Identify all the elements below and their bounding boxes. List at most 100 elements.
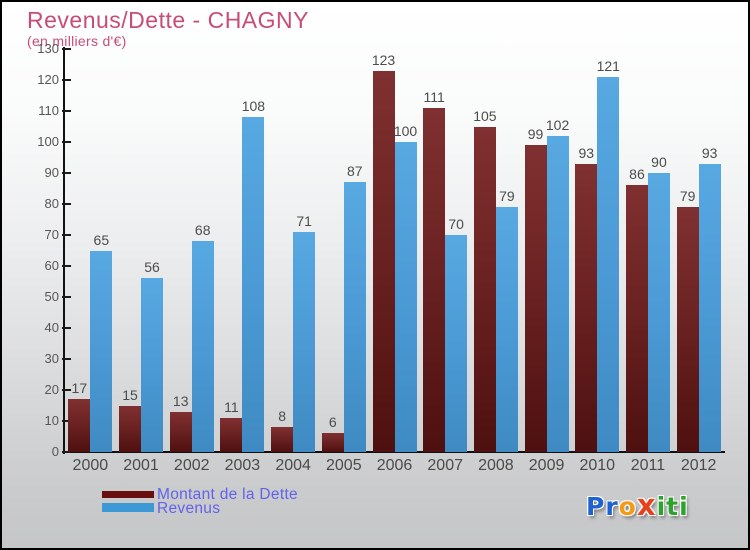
- bar-dette-2008: [473, 126, 496, 452]
- x-tick-label-2008: 2008: [478, 457, 514, 474]
- bar-revenus-2000: [90, 250, 113, 452]
- y-tick-label: 0: [51, 444, 59, 459]
- y-tick-mark: [62, 265, 71, 267]
- y-tick-mark: [62, 141, 71, 143]
- y-tick-label: 90: [44, 165, 59, 180]
- x-tick-label-2003: 2003: [224, 457, 261, 474]
- y-tick-mark: [62, 172, 71, 174]
- chart-title: Revenus/Dette - CHAGNY: [27, 7, 309, 33]
- logo-letter: i: [656, 492, 667, 521]
- logo-letter: P: [586, 492, 606, 521]
- bar-value-label: 99: [527, 126, 544, 143]
- y-tick-label: 20: [44, 382, 59, 397]
- y-tick-mark: [62, 234, 71, 236]
- y-axis-line: [63, 47, 65, 454]
- logo-letter: r: [605, 492, 619, 521]
- y-tick-label: 70: [44, 227, 59, 242]
- bar-revenus-2011: [647, 173, 670, 452]
- bar-dette-2010: [575, 163, 598, 452]
- y-tick-label: 60: [44, 258, 59, 273]
- bar-value-label: 102: [545, 116, 570, 133]
- y-tick-mark: [62, 451, 71, 453]
- y-tick-mark: [62, 48, 71, 50]
- bar-revenus-2010: [597, 76, 620, 452]
- bar-value-label: 17: [71, 380, 88, 397]
- y-tick-mark: [62, 389, 71, 391]
- x-tick-label-2010: 2010: [579, 457, 616, 474]
- bar-dette-2001: [119, 405, 142, 452]
- bar-revenus-2004: [293, 231, 316, 452]
- bar-value-label: 123: [371, 51, 396, 68]
- x-tick-label-2007: 2007: [427, 457, 463, 474]
- y-tick-mark: [62, 327, 71, 329]
- bar-revenus-2007: [445, 235, 468, 452]
- bar-value-label: 93: [701, 144, 718, 161]
- y-tick-mark: [62, 420, 71, 422]
- bar-value-label: 93: [578, 144, 595, 161]
- legend-swatch-dette: [102, 491, 154, 498]
- bar-value-label: 68: [194, 222, 211, 239]
- y-tick-label: 50: [44, 289, 59, 304]
- y-tick-label: 30: [44, 351, 59, 366]
- bar-dette-2003: [220, 417, 243, 452]
- bar-value-label: 6: [328, 414, 337, 431]
- bar-value-label: 111: [423, 88, 445, 105]
- bar-value-label: 11: [224, 398, 239, 415]
- y-tick-mark: [62, 203, 71, 205]
- bar-value-label: 86: [629, 166, 645, 183]
- bar-value-label: 8: [278, 408, 286, 425]
- bar-value-label: 71: [296, 212, 312, 229]
- bar-revenus-2012: [698, 163, 721, 452]
- bar-revenus-2008: [495, 207, 518, 452]
- logo-letter: t: [666, 492, 680, 521]
- y-tick-mark: [62, 79, 71, 81]
- bar-value-label: 65: [93, 231, 110, 248]
- bar-dette-2004: [271, 427, 294, 452]
- chart-subtitle: (en milliers d'€): [27, 33, 127, 49]
- bar-value-label: 100: [393, 123, 418, 139]
- x-tick-label-2006: 2006: [376, 457, 413, 474]
- bar-revenus-2001: [141, 278, 164, 452]
- bar-dette-2012: [676, 207, 699, 452]
- y-tick-label: 80: [44, 196, 59, 211]
- y-tick-label: 110: [38, 103, 59, 118]
- bar-value-label: 105: [473, 107, 497, 124]
- bar-value-label: 70: [448, 216, 464, 232]
- bar-value-label: 79: [679, 188, 696, 205]
- x-tick-label-2000: 2000: [72, 457, 109, 474]
- y-tick-label: 100: [37, 134, 59, 149]
- bar-revenus-2003: [242, 117, 265, 452]
- x-axis-line: [63, 451, 725, 453]
- bar-revenus-2005: [343, 182, 366, 452]
- proxiti-logo: Proxiti: [586, 488, 689, 522]
- x-tick-label-2011: 2011: [630, 457, 666, 474]
- bar-dette-2006: [372, 70, 395, 452]
- bar-dette-2005: [321, 433, 344, 452]
- y-tick-label: 40: [44, 320, 59, 335]
- y-tick-mark: [62, 296, 71, 298]
- legend-label-revenus: Revenus: [157, 500, 221, 517]
- bar-dette-2009: [524, 145, 547, 452]
- bar-value-label: 87: [347, 163, 363, 180]
- bar-value-label: 121: [596, 57, 620, 74]
- legend-label-dette: Montant de la Dette: [157, 486, 298, 503]
- bar-revenus-2002: [191, 241, 214, 452]
- bar-revenus-2006: [394, 142, 417, 452]
- bar-value-label: 56: [144, 259, 160, 276]
- x-tick-label-2001: 2001: [123, 457, 159, 474]
- x-tick-label-2009: 2009: [528, 457, 565, 474]
- bar-value-label: 90: [651, 154, 667, 170]
- legend-swatch-revenus: [102, 503, 154, 512]
- bar-revenus-2009: [546, 135, 569, 452]
- bar-dette-2011: [625, 185, 648, 452]
- x-tick-label-2012: 2012: [680, 457, 717, 474]
- y-tick-mark: [62, 110, 71, 112]
- y-tick-label: 10: [44, 413, 59, 428]
- bar-value-label: 108: [241, 98, 266, 115]
- logo-letter: o: [618, 492, 637, 521]
- bar-dette-2002: [169, 411, 192, 452]
- logo-letter: i: [679, 492, 689, 521]
- y-tick-label: 120: [37, 72, 59, 87]
- y-tick-label: 130: [37, 41, 59, 56]
